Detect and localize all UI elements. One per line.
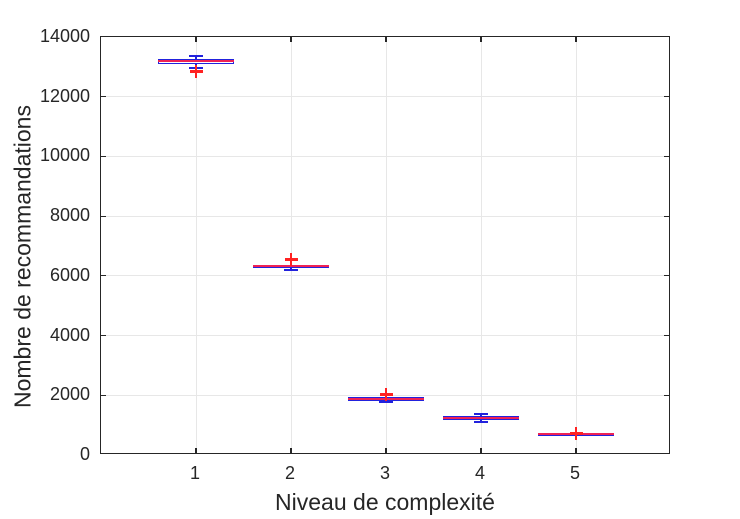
tick-mark — [664, 275, 669, 277]
tick-mark — [664, 334, 669, 337]
y-tick-label: 4000 — [49, 324, 90, 345]
y-tick-label: 10000 — [39, 145, 90, 166]
outlier-marker-bar — [289, 253, 293, 267]
x-tick-label: 3 — [379, 463, 390, 483]
tick-mark — [290, 448, 292, 453]
whisker-cap — [283, 269, 299, 272]
whisker-line — [195, 55, 197, 60]
gridline-horizontal — [101, 155, 669, 157]
median-line — [158, 59, 234, 62]
whisker-line — [290, 268, 292, 271]
tick-mark — [664, 215, 669, 217]
tick-mark — [101, 215, 106, 217]
gridline-horizontal — [101, 335, 669, 337]
tick-mark — [575, 448, 577, 453]
gridline-vertical — [385, 37, 387, 453]
tick-mark — [101, 96, 106, 98]
tick-mark — [480, 448, 482, 453]
whisker-cap — [473, 412, 489, 415]
tick-mark — [290, 37, 292, 42]
y-tick-label: 8000 — [49, 205, 90, 226]
median-line — [443, 416, 519, 419]
gridline-vertical — [480, 37, 482, 453]
outlier-marker — [284, 253, 298, 267]
y-tick-label: 6000 — [49, 264, 90, 285]
median-line — [253, 265, 329, 268]
tick-mark — [385, 448, 387, 453]
y-tick-label: 0 — [79, 444, 90, 464]
tick-mark — [195, 448, 197, 453]
x-axis-label: Niveau de complexité — [275, 489, 495, 515]
outlier-marker — [569, 427, 583, 441]
y-axis-label: Nombre de recommandations — [9, 105, 36, 408]
tick-mark — [575, 37, 577, 42]
outlier-marker-bar — [574, 427, 578, 441]
whisker-cap — [378, 401, 394, 404]
tick-mark — [101, 394, 106, 396]
x-tick-label: 1 — [189, 463, 200, 483]
y-tick-label: 12000 — [39, 85, 90, 106]
outlier-marker — [379, 388, 393, 402]
tick-mark — [480, 37, 482, 42]
tick-mark — [195, 37, 197, 42]
plot-area — [100, 36, 670, 454]
y-tick-label: 14000 — [39, 26, 90, 46]
gridline-vertical — [575, 37, 577, 453]
outlier-marker — [189, 65, 203, 79]
gridline-horizontal — [101, 96, 669, 98]
tick-mark — [385, 37, 387, 42]
gridline-vertical — [290, 37, 292, 453]
x-tick-label: 5 — [569, 463, 580, 483]
x-tick-label: 4 — [474, 463, 485, 483]
tick-mark — [101, 275, 106, 277]
tick-mark — [664, 96, 669, 98]
tick-mark — [664, 394, 669, 396]
gridline-horizontal — [101, 275, 669, 277]
tick-mark — [664, 155, 669, 158]
tick-mark — [101, 155, 106, 158]
whisker-cap — [188, 54, 204, 57]
gridline-horizontal — [101, 215, 669, 217]
x-tick-label: 2 — [284, 463, 295, 483]
y-tick-label: 2000 — [49, 384, 90, 405]
tick-mark — [101, 334, 106, 337]
outlier-marker-bar — [194, 65, 198, 79]
whisker-cap — [473, 420, 489, 423]
gridline-vertical — [195, 37, 197, 453]
outlier-marker-bar — [384, 388, 388, 402]
